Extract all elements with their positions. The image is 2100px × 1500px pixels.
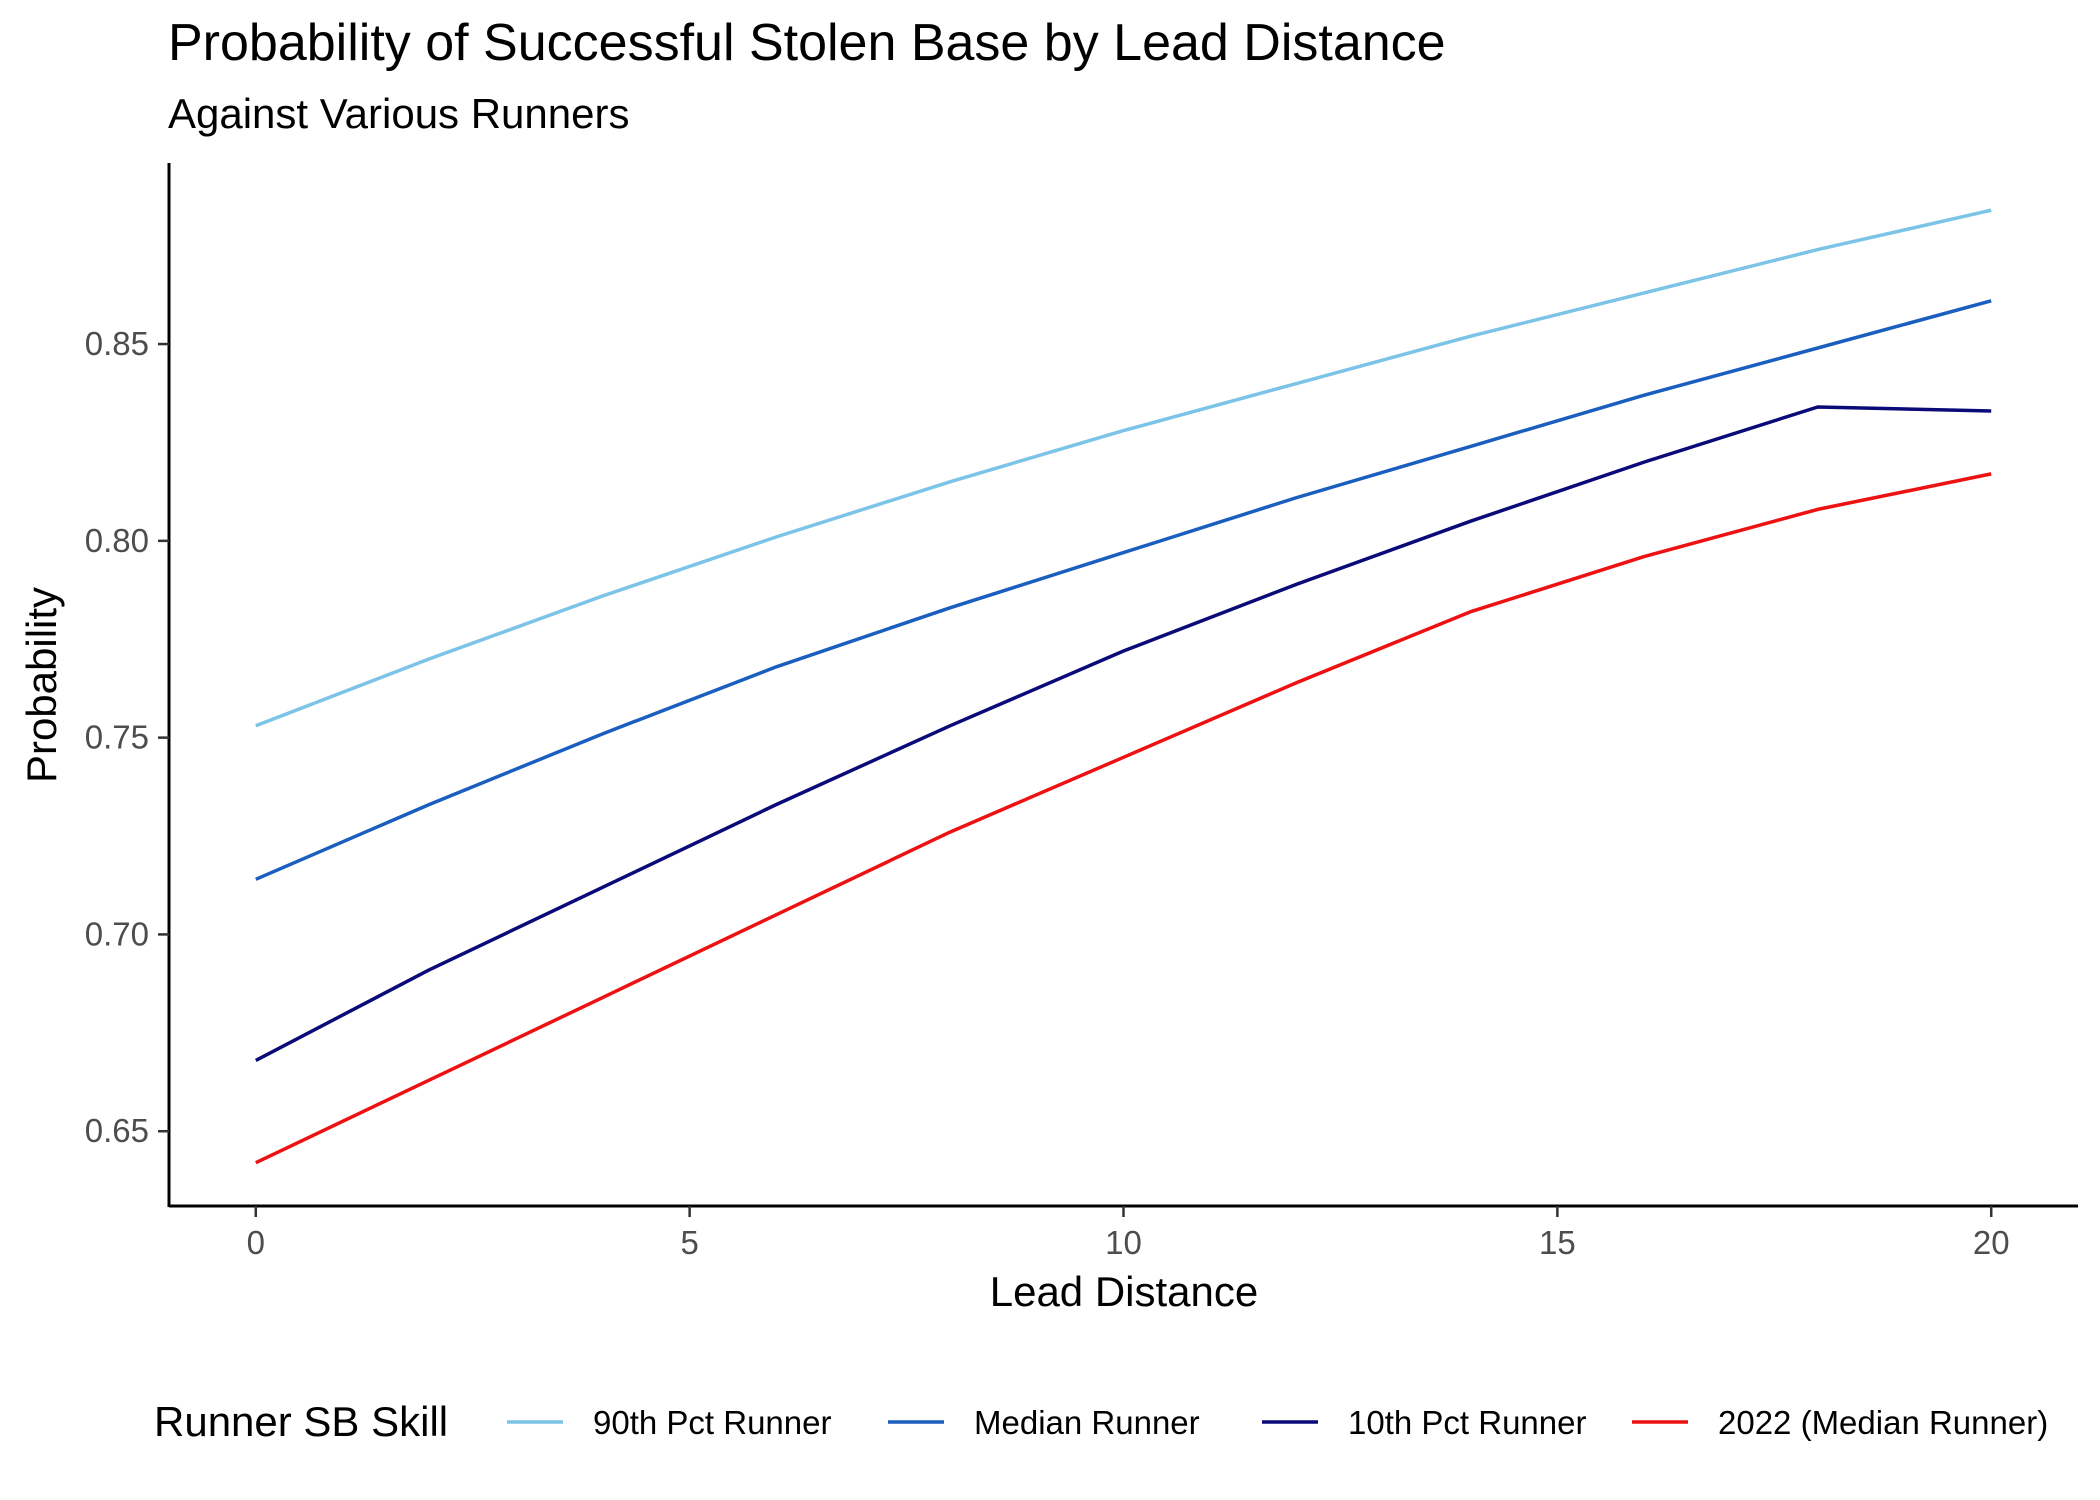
y-tick-label: 0.65 xyxy=(85,1112,149,1149)
series-line-2 xyxy=(255,299,1992,881)
legend-label: 2022 (Median Runner) xyxy=(1718,1404,2048,1441)
x-tick-label: 20 xyxy=(1973,1224,2010,1261)
x-tick-label: 0 xyxy=(247,1224,265,1261)
series-line-1 xyxy=(255,208,1992,728)
y-axis-ticks: 0.65 0.70 0.75 0.80 0.85 xyxy=(85,325,169,1149)
chart-subtitle: Against Various Runners xyxy=(168,90,629,137)
x-axis-ticks: 0 5 10 15 20 xyxy=(247,1206,2010,1261)
plot-area xyxy=(254,208,1992,1165)
y-tick-label: 0.85 xyxy=(85,325,149,362)
x-axis-title: Lead Distance xyxy=(990,1268,1259,1315)
chart-title: Probability of Successful Stolen Base by… xyxy=(168,14,1446,72)
legend-label: 10th Pct Runner xyxy=(1348,1404,1586,1441)
series-line-4 xyxy=(255,472,1992,1165)
legend-label: Median Runner xyxy=(974,1404,1200,1441)
y-tick-label: 0.75 xyxy=(85,719,149,756)
x-tick-label: 15 xyxy=(1539,1224,1576,1261)
x-tick-label: 10 xyxy=(1105,1224,1142,1261)
legend-label: 90th Pct Runner xyxy=(593,1404,831,1441)
series-line-3 xyxy=(254,405,1992,1062)
legend: Runner SB Skill 90th Pct Runner Median Ru… xyxy=(154,1398,2048,1445)
y-tick-label: 0.70 xyxy=(85,915,149,952)
x-tick-label: 5 xyxy=(680,1224,698,1261)
legend-title: Runner SB Skill xyxy=(154,1398,448,1445)
y-axis-title: Probability xyxy=(18,587,65,783)
y-tick-label: 0.80 xyxy=(85,522,149,559)
